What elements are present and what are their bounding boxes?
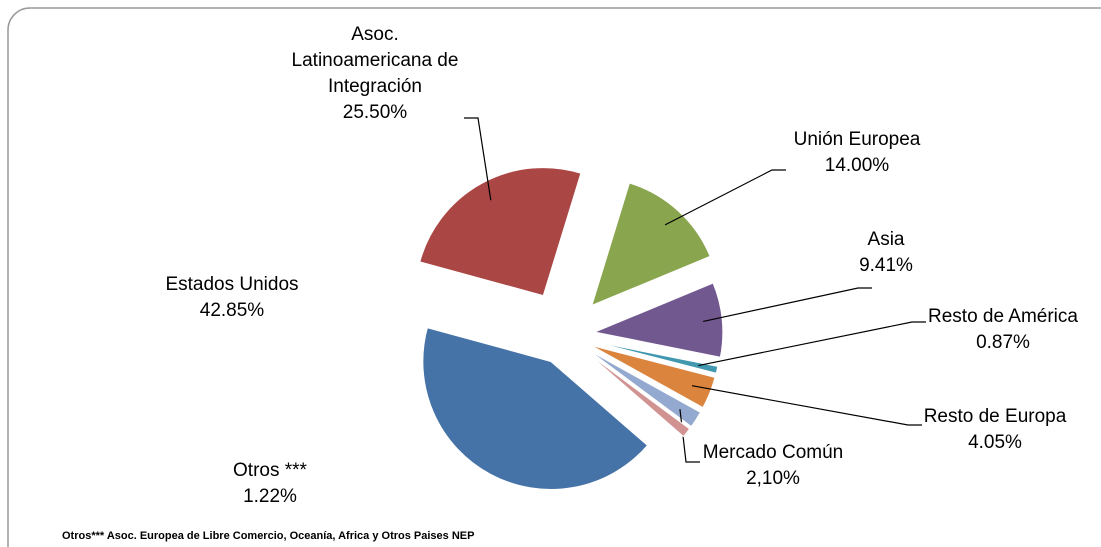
leader-line xyxy=(703,287,872,323)
pie-slice xyxy=(590,344,716,409)
pie-slice xyxy=(591,182,711,307)
slice-label: Estados Unidos xyxy=(165,274,299,295)
slice-value-label: 1.22% xyxy=(243,486,297,507)
slice-label: Asia xyxy=(867,229,905,250)
slice-value-label: 25.50% xyxy=(342,102,408,123)
leader-line xyxy=(698,321,926,367)
frame xyxy=(7,7,1101,547)
slice-label: Otros *** xyxy=(233,460,307,481)
slice-label: Asoc. Latinoamericana de Integración xyxy=(291,24,459,97)
pie-slice xyxy=(592,340,719,374)
slice-label: Resto de América xyxy=(928,306,1078,327)
slice-value-label: 2,10% xyxy=(746,468,800,489)
leader-line xyxy=(464,117,492,201)
slice-label: Mercado Común xyxy=(702,442,844,463)
pie-slice xyxy=(422,327,649,490)
pie-slice xyxy=(586,352,691,438)
slice-value-label: 4.05% xyxy=(968,432,1022,453)
pie-slice xyxy=(588,349,702,428)
slice-value-label: 14.00% xyxy=(824,155,890,176)
footnote: Otros*** Asoc. Europea de Libre Comercio… xyxy=(62,530,475,542)
slice-value-label: 9.41% xyxy=(859,255,913,276)
pie-slice xyxy=(593,282,724,358)
leader-line xyxy=(664,169,786,226)
pie-slice xyxy=(419,167,582,297)
slice-value-label: 42.85% xyxy=(199,300,265,321)
slice-value-label: 0.87% xyxy=(976,332,1030,353)
slice-label: Resto de Europa xyxy=(923,406,1067,427)
leader-line xyxy=(691,385,922,426)
slice-label: Unión Europea xyxy=(793,129,921,150)
